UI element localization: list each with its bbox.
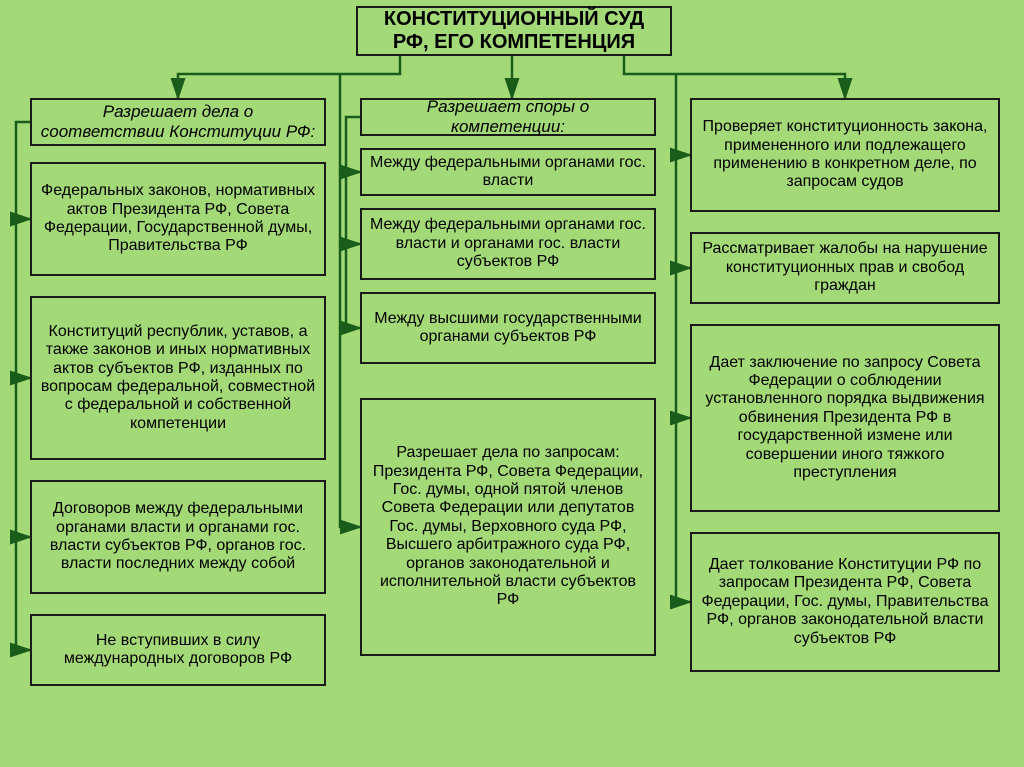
col3-box-2: Рассматривает жалобы на нарушение консти… bbox=[690, 232, 1000, 304]
col1-header: Разрешает дела о соответствии Конституци… bbox=[30, 98, 326, 146]
col2-box-1: Между федеральными органами гос. власти bbox=[360, 148, 656, 196]
col1-box-4: Не вступивших в силу международных догов… bbox=[30, 614, 326, 686]
col2-header: Разрешает споры о компетенции: bbox=[360, 98, 656, 136]
col2-box-4: Разрешает дела по запросам: Президента Р… bbox=[360, 398, 656, 656]
col3-box-3: Дает заключение по запросу Совета Федера… bbox=[690, 324, 1000, 512]
title-box: КОНСТИТУЦИОННЫЙ СУД РФ, ЕГО КОМПЕТЕНЦИЯ bbox=[356, 6, 672, 56]
col3-box-4: Дает толкование Конституции РФ по запрос… bbox=[690, 532, 1000, 672]
col2-box-3: Между высшими государственными органами … bbox=[360, 292, 656, 364]
col2-box-2: Между федеральными органами гос. власти … bbox=[360, 208, 656, 280]
col1-box-3: Договоров между федеральными органами вл… bbox=[30, 480, 326, 594]
col1-box-2: Конституций республик, уставов, а также … bbox=[30, 296, 326, 460]
col3-box-1: Проверяет конституционность закона, прим… bbox=[690, 98, 1000, 212]
col1-box-1: Федеральных законов, нормативных актов П… bbox=[30, 162, 326, 276]
